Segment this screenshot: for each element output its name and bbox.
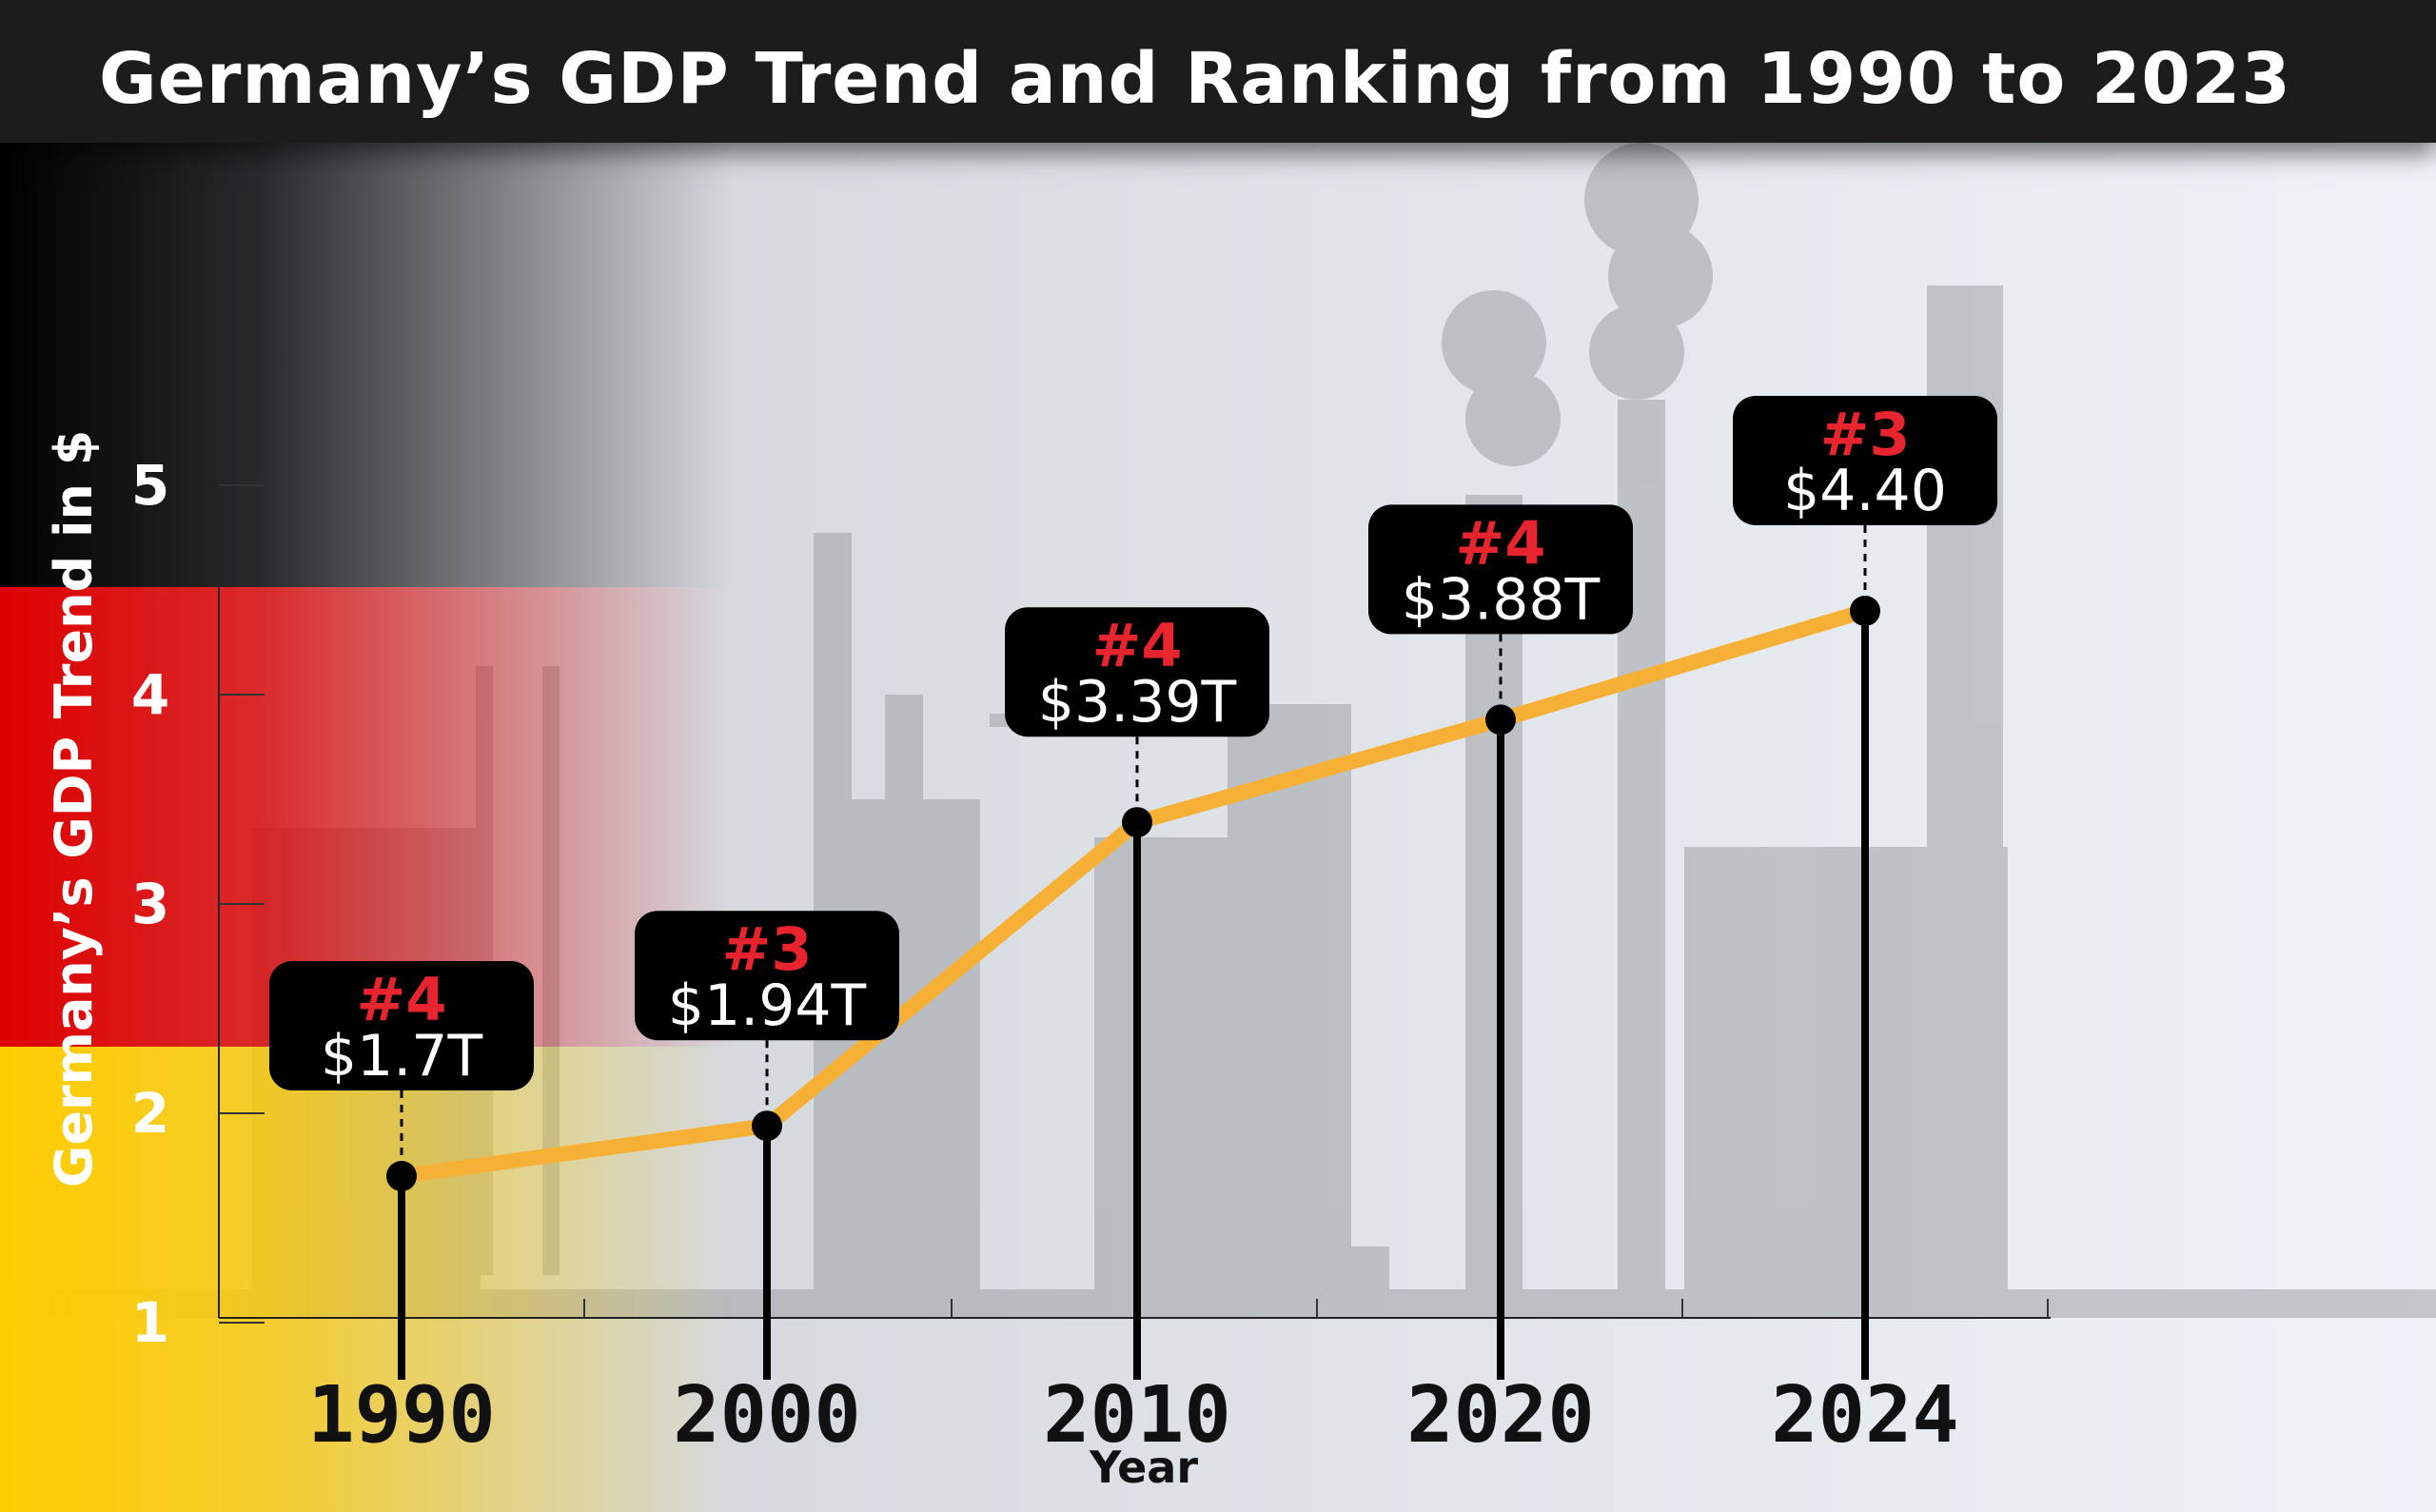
y-axis-title: Germany’s GDP Trend in $ bbox=[44, 429, 104, 1188]
x-tick-label: 2020 bbox=[1406, 1370, 1594, 1461]
annotation-box bbox=[1733, 396, 1997, 525]
german-flag-band bbox=[0, 143, 1047, 1512]
x-axis-title: Year bbox=[1090, 1442, 1199, 1493]
rank-label: #4 bbox=[1455, 508, 1545, 578]
x-tick-label: 2010 bbox=[1043, 1370, 1230, 1461]
rank-label: #3 bbox=[1819, 400, 1910, 469]
data-point bbox=[386, 1161, 417, 1191]
value-label: $3.39T bbox=[1038, 669, 1237, 736]
annotation-box bbox=[635, 911, 899, 1041]
value-label: $4.40 bbox=[1783, 458, 1947, 524]
y-tick-label: 3 bbox=[131, 872, 169, 936]
value-label: $3.88T bbox=[1402, 566, 1601, 633]
y-tick-label: 1 bbox=[131, 1290, 169, 1355]
x-tick-label: 2000 bbox=[673, 1370, 860, 1461]
value-label: $1.7T bbox=[321, 1023, 483, 1090]
title-bar: Germany’s GDP Trend and Ranking from 199… bbox=[0, 0, 2436, 143]
x-tick-label: 2024 bbox=[1771, 1370, 1958, 1461]
data-point bbox=[752, 1110, 782, 1142]
value-label: $1.94T bbox=[668, 972, 867, 1039]
data-point bbox=[1122, 807, 1152, 838]
y-tick-label: 2 bbox=[131, 1081, 169, 1146]
rank-label: #4 bbox=[1091, 611, 1182, 680]
x-tick-label: 1990 bbox=[307, 1370, 495, 1461]
rank-label: #4 bbox=[356, 965, 446, 1034]
data-point bbox=[1485, 704, 1516, 736]
data-point bbox=[1850, 596, 1880, 626]
chart-title: Germany’s GDP Trend and Ranking from 199… bbox=[99, 38, 2291, 120]
y-tick-label: 4 bbox=[131, 662, 169, 727]
annotation-box bbox=[1368, 504, 1633, 635]
rank-label: #3 bbox=[721, 914, 812, 984]
annotation-box bbox=[1005, 607, 1269, 737]
annotation-box bbox=[269, 961, 534, 1090]
y-tick-label: 5 bbox=[131, 453, 169, 518]
